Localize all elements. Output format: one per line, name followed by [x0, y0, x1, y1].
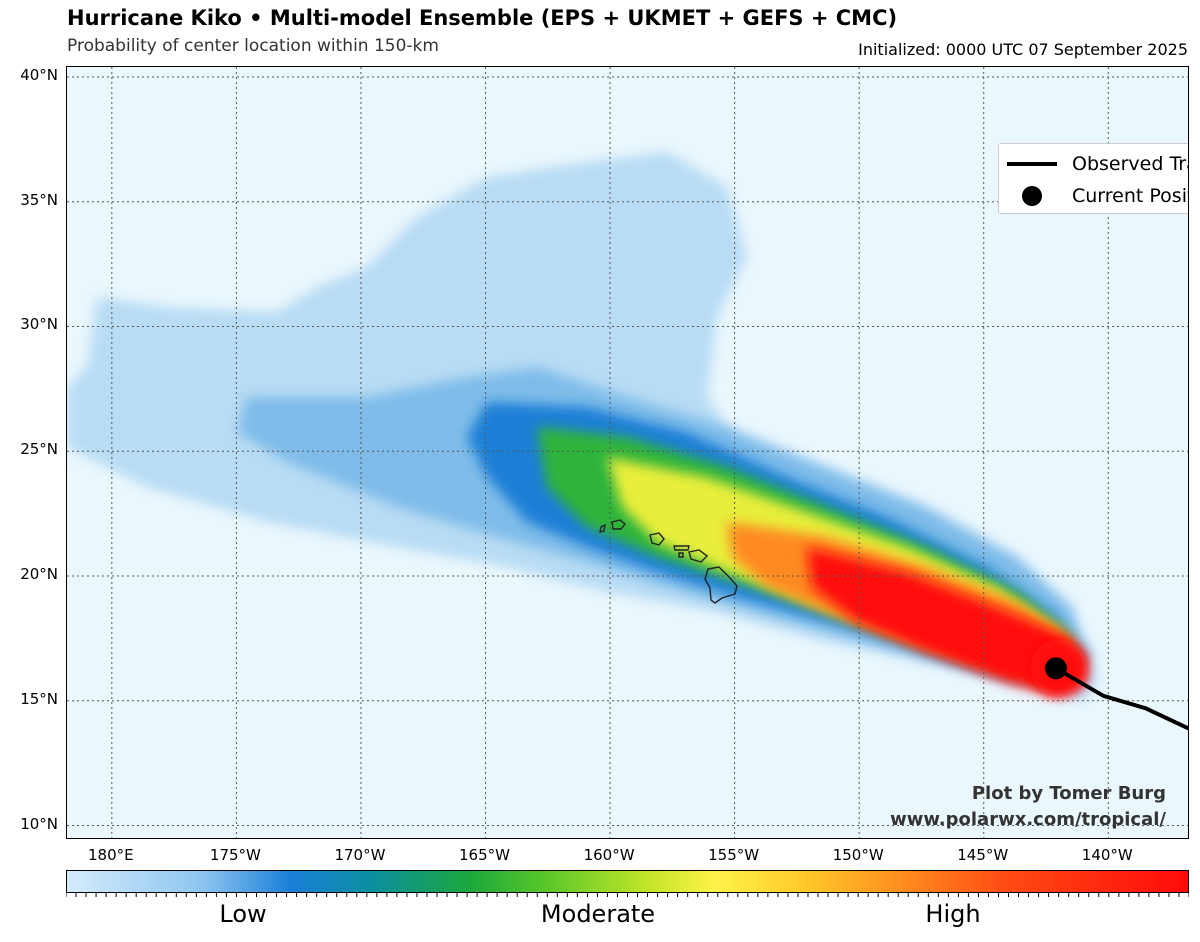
- longitude-tick-label: 160°W: [583, 846, 635, 864]
- colorbar-label-low: Low: [219, 900, 267, 928]
- island-oahu: [649, 532, 665, 546]
- latitude-tick-label: 20°N: [20, 565, 58, 583]
- latitude-tick-label: 35°N: [20, 190, 58, 209]
- hawaiian-islands: [599, 519, 738, 604]
- probability-map: Observed Track Current Position Plot by …: [66, 66, 1189, 839]
- legend-label-current-position: Current Position: [1072, 185, 1188, 207]
- colorbar-label-moderate: Moderate: [540, 900, 656, 928]
- map-canvas: [67, 67, 1188, 838]
- island-lanai: [678, 552, 684, 558]
- map-subtitle: Probability of center location within 15…: [67, 36, 439, 56]
- island-kauai: [611, 519, 626, 530]
- latitude-tick-label: 25°N: [20, 440, 58, 459]
- island-molokai: [673, 545, 690, 551]
- credit-website: www.polarwx.com/tropical/: [890, 809, 1166, 830]
- longitude-tick-label: 175°W: [209, 846, 261, 864]
- latitude-tick-label: 30°N: [20, 315, 58, 334]
- latitude-tick-label: 10°N: [20, 814, 58, 833]
- longitude-tick-label: 145°W: [957, 846, 1009, 864]
- colorbar: [66, 870, 1189, 893]
- longitude-tick-label: 165°W: [459, 846, 510, 864]
- probability-swath: [67, 152, 1097, 702]
- swath-red: [807, 547, 1085, 695]
- legend-item-current-position: Current Position: [999, 180, 1188, 210]
- track-line-icon: [1007, 162, 1057, 166]
- latitude-tick-label: 15°N: [20, 689, 58, 708]
- credit-author: Plot by Tomer Burg: [971, 783, 1166, 804]
- gridlines: [67, 67, 1188, 838]
- legend-item-observed-track: Observed Track: [999, 148, 1188, 178]
- longitude-tick-label: 170°W: [334, 846, 386, 864]
- map-title: Hurricane Kiko • Multi-model Ensemble (E…: [67, 6, 898, 30]
- latitude-tick-label: 40°N: [20, 65, 58, 84]
- legend-label-observed-track: Observed Track: [1072, 153, 1188, 175]
- longitude-tick-label: 180°E: [88, 846, 134, 864]
- initialized-time: Initialized: 0000 UTC 07 September 2025: [858, 40, 1188, 59]
- position-dot-icon: [1022, 186, 1042, 206]
- longitude-tick-label: 155°W: [708, 846, 760, 864]
- longitude-tick-label: 150°W: [832, 846, 884, 864]
- map-legend: Observed Track Current Position: [998, 143, 1188, 214]
- colorbar-ticks: [66, 893, 1189, 897]
- island-niihau: [599, 523, 606, 533]
- observed-track-line: [1054, 666, 1188, 731]
- colorbar-label-high: High: [925, 900, 981, 928]
- island-maui: [688, 549, 709, 563]
- current-position-marker: [1044, 657, 1067, 680]
- longitude-tick-label: 140°W: [1081, 846, 1133, 864]
- island-hawaii: [704, 566, 738, 604]
